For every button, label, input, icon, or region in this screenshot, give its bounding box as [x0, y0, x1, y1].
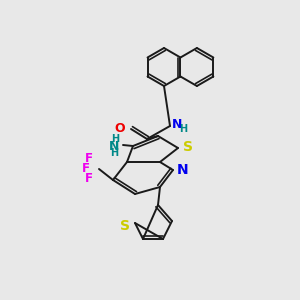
Text: N: N: [172, 118, 182, 131]
Text: F: F: [85, 152, 93, 164]
Text: O: O: [114, 122, 125, 134]
Text: S: S: [183, 140, 193, 154]
Text: H: H: [110, 148, 118, 158]
Text: F: F: [82, 161, 90, 175]
Text: N: N: [177, 163, 189, 177]
Text: H: H: [111, 134, 119, 144]
Text: N: N: [109, 140, 119, 152]
Text: S: S: [120, 219, 130, 233]
Text: F: F: [85, 172, 93, 185]
Text: H: H: [179, 124, 187, 134]
